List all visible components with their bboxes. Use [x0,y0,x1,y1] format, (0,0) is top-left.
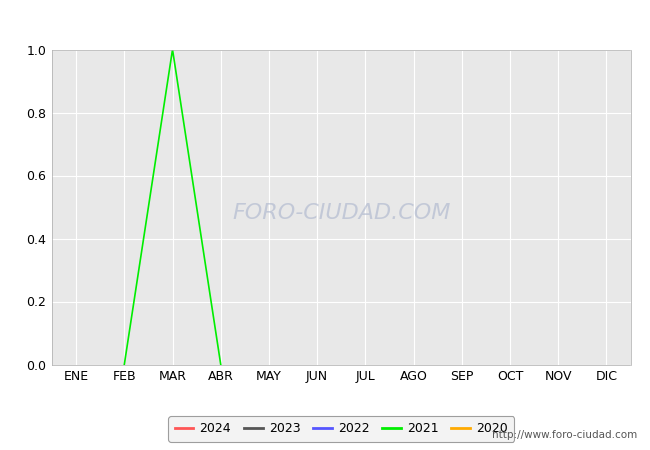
Text: FORO-CIUDAD.COM: FORO-CIUDAD.COM [232,203,450,223]
Text: http://www.foro-ciudad.com: http://www.foro-ciudad.com [492,430,637,440]
Text: Matriculaciones de Vehiculos en Cabezas del Pozo: Matriculaciones de Vehiculos en Cabezas … [117,9,533,27]
Legend: 2024, 2023, 2022, 2021, 2020: 2024, 2023, 2022, 2021, 2020 [168,416,514,442]
